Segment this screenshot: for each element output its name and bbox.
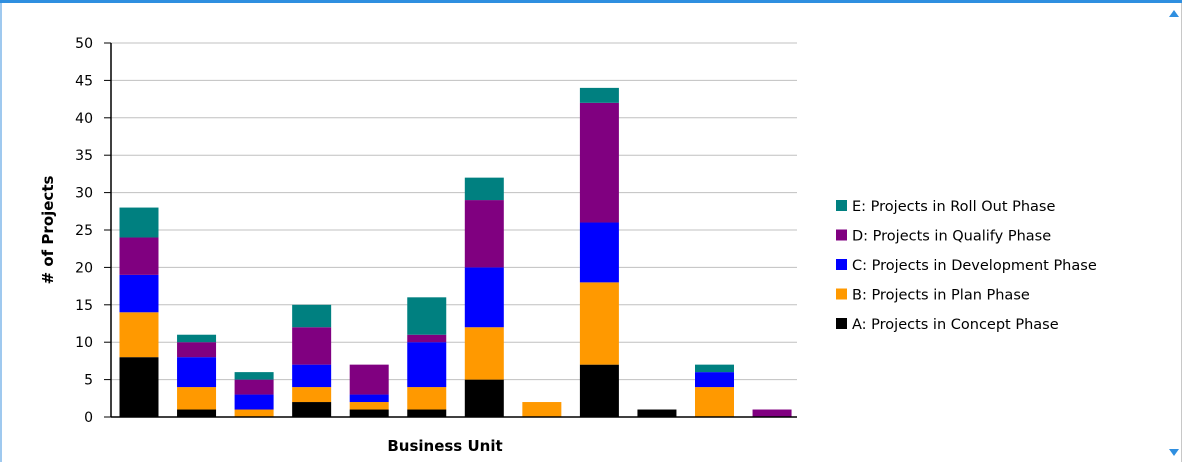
bar-segment-e bbox=[119, 207, 159, 238]
bar-segment-d bbox=[177, 342, 217, 358]
bar-segment-c bbox=[177, 357, 217, 388]
bar-segment-d bbox=[119, 237, 159, 275]
bar-segment-e bbox=[695, 364, 734, 373]
y-axis-title: # of Projects bbox=[39, 176, 57, 285]
bar-segment-b bbox=[177, 387, 217, 410]
y-tick-label: 45 bbox=[75, 73, 93, 89]
bar-segment-c bbox=[349, 394, 389, 403]
bar-segment-a bbox=[292, 402, 332, 417]
legend-label: B: Projects in Plan Phase bbox=[852, 288, 1030, 304]
legend-swatch bbox=[836, 259, 847, 270]
bar-segment-b bbox=[292, 387, 332, 403]
bar-segment-a bbox=[119, 357, 159, 417]
legend-label: C: Projects in Development Phase bbox=[852, 258, 1097, 274]
bar-segment-a bbox=[349, 409, 389, 417]
legend-swatch bbox=[836, 318, 847, 329]
y-tick-label: 20 bbox=[75, 260, 93, 276]
bar-segment-e bbox=[177, 334, 217, 343]
bar-segment-b bbox=[349, 402, 389, 410]
bar-segment-c bbox=[292, 364, 332, 388]
bar-segment-d bbox=[752, 409, 792, 417]
y-tick-label: 40 bbox=[75, 111, 93, 127]
legend: E: Projects in Roll Out Phase D: Projects… bbox=[836, 199, 1097, 333]
bar-segment-b bbox=[464, 327, 504, 380]
bar-segment-c bbox=[695, 372, 734, 388]
legend-swatch bbox=[836, 229, 847, 241]
scroll-down-arrow-icon[interactable] bbox=[1169, 449, 1179, 456]
bar-segment-c bbox=[464, 267, 504, 328]
bar-segment-a bbox=[464, 379, 504, 417]
bar-segment-d bbox=[234, 379, 274, 395]
bar-segment-c bbox=[407, 342, 447, 388]
bar-segment-b bbox=[579, 282, 619, 365]
bar-segment-e bbox=[292, 304, 332, 328]
y-tick-label: 10 bbox=[75, 335, 93, 351]
axes bbox=[104, 42, 797, 418]
y-tick-label: 15 bbox=[75, 298, 93, 314]
scroll-up-arrow-icon[interactable] bbox=[1169, 10, 1179, 17]
y-tick-label: 35 bbox=[75, 148, 93, 164]
bar-segment-e bbox=[234, 372, 274, 380]
bar-segment-b bbox=[234, 409, 274, 417]
legend-label: A: Projects in Concept Phase bbox=[852, 317, 1059, 333]
legend-label: D: Projects in Qualify Phase bbox=[852, 229, 1051, 245]
bar-segment-a bbox=[637, 409, 677, 417]
bar-segment-e bbox=[464, 177, 504, 201]
bars bbox=[119, 87, 792, 417]
legend-swatch bbox=[836, 200, 847, 211]
y-tick-label: 5 bbox=[84, 373, 93, 389]
y-tick-labels: 0 5 10 15 20 25 30 35 40 45 50 bbox=[75, 36, 93, 426]
bar-segment-c bbox=[234, 394, 274, 410]
bar-segment-a bbox=[579, 364, 619, 417]
bar-segment-a bbox=[177, 409, 217, 417]
window-left-border bbox=[0, 3, 2, 462]
bar-segment-b bbox=[407, 387, 447, 410]
legend-swatch bbox=[836, 288, 847, 300]
x-axis-title: Business Unit bbox=[387, 437, 502, 455]
bar-segment-b bbox=[119, 312, 159, 358]
bar-segment-b bbox=[522, 402, 562, 417]
bar-segment-d bbox=[292, 327, 332, 365]
bar-segment-e bbox=[407, 297, 447, 335]
y-tick-label: 0 bbox=[84, 410, 93, 426]
bar-segment-e bbox=[579, 87, 619, 103]
bar-segment-d bbox=[349, 364, 389, 395]
bar-segment-d bbox=[464, 200, 504, 268]
window-top-border bbox=[0, 0, 1182, 3]
bar-segment-d bbox=[407, 334, 447, 343]
y-tick-label: 30 bbox=[75, 186, 93, 202]
bar-segment-c bbox=[579, 222, 619, 283]
bar-segment-c bbox=[119, 274, 159, 313]
y-tick-label: 50 bbox=[75, 36, 93, 52]
legend-label: E: Projects in Roll Out Phase bbox=[852, 199, 1055, 215]
bar-segment-a bbox=[407, 409, 447, 417]
bar-segment-b bbox=[695, 387, 734, 417]
y-tick-label: 25 bbox=[75, 223, 93, 239]
bar-segment-d bbox=[579, 102, 619, 223]
gridlines bbox=[111, 42, 797, 381]
